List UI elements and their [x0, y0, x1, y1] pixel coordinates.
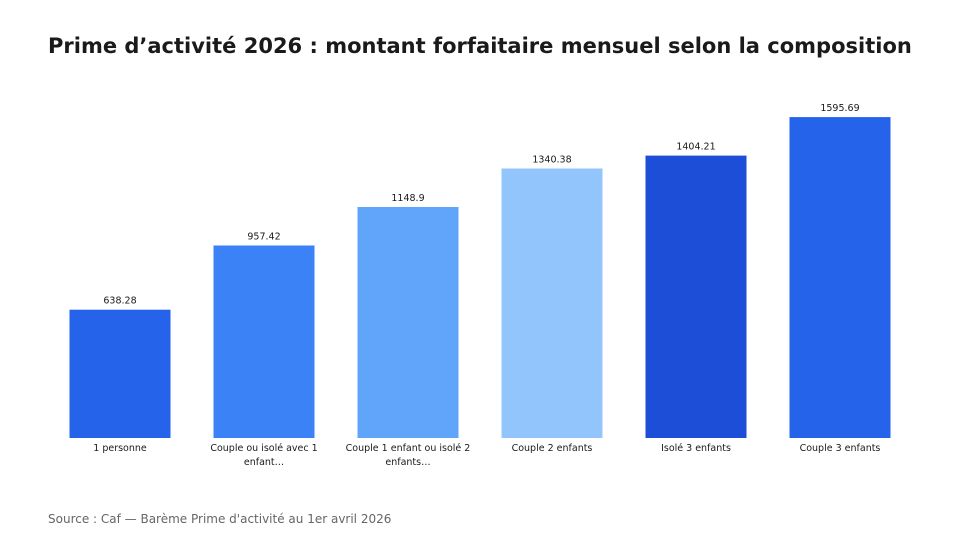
x-tick-label: Couple 2 enfants: [512, 443, 593, 454]
bar: [789, 117, 891, 438]
data-label: 638.28: [103, 296, 136, 307]
x-tick-label: enfant…: [244, 457, 284, 468]
data-label: 1404.21: [676, 142, 715, 153]
data-label: 1340.38: [532, 155, 571, 166]
data-label: 1595.69: [820, 103, 859, 114]
data-label: 957.42: [247, 232, 280, 243]
x-tick-label: Couple 1 enfant ou isolé 2: [346, 443, 471, 454]
chart-title: Prime d’activité 2026 : montant forfaita…: [48, 34, 912, 58]
bars-layer: [69, 117, 891, 438]
x-tick-label: 1 personne: [93, 443, 147, 454]
x-tick-label: Couple ou isolé avec 1: [210, 443, 317, 454]
x-tick-labels-layer: 1 personne Couple ou isolé avec 1 enfant… C…: [93, 443, 880, 468]
bar: [213, 245, 315, 438]
bar: [645, 155, 747, 438]
x-tick-label: Couple 3 enfants: [800, 443, 881, 454]
x-tick-label: Isolé 3 enfants: [661, 443, 731, 454]
data-label: 1148.9: [391, 193, 424, 204]
x-tick-label: enfants…: [385, 457, 430, 468]
bar: [69, 309, 171, 438]
bar: [501, 168, 603, 438]
bar: [357, 207, 459, 438]
value-labels-layer: 638.28 957.42 1148.9 1340.38 1404.21 1595.69: [103, 103, 859, 307]
source-note: Source : Caf — Barème Prime d'activité a…: [48, 512, 392, 526]
